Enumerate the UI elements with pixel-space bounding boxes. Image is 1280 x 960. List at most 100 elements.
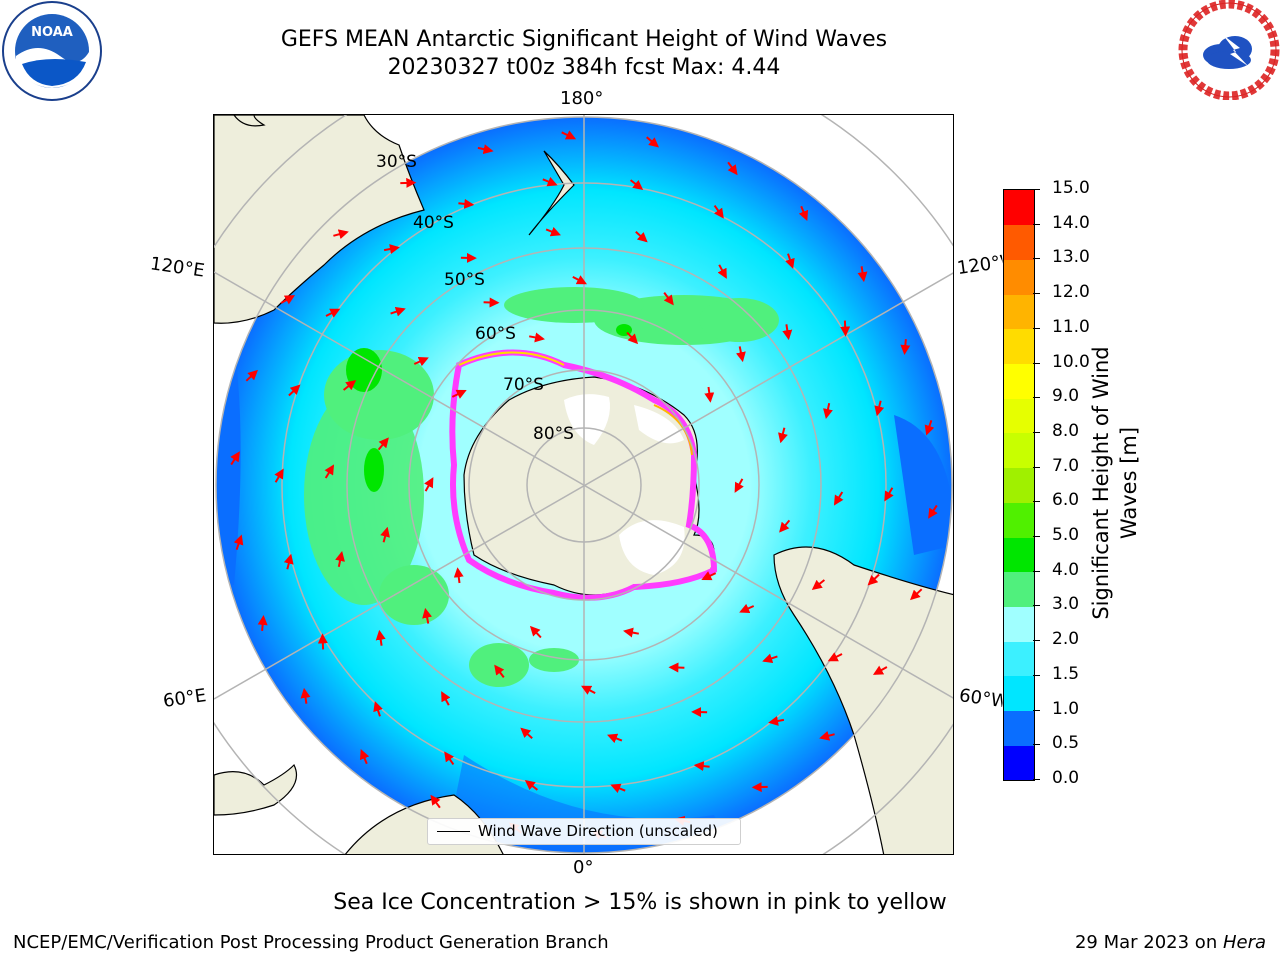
colorbar-tick	[1033, 258, 1040, 260]
wind-wave-arrow	[373, 701, 383, 717]
colorbar-tick	[1033, 327, 1040, 329]
wind-wave-arrow	[713, 205, 724, 219]
wind-wave-arrow	[529, 625, 542, 639]
colorbar-tick-label: 14.0	[1052, 212, 1090, 233]
wind-wave-arrow	[635, 231, 648, 243]
wind-wave-arrow	[280, 295, 296, 305]
map-title: GEFS MEAN Antarctic Significant Height o…	[280, 27, 888, 52]
wind-wave-arrow	[646, 136, 660, 148]
wind-wave-arrow	[785, 253, 795, 269]
wind-wave-arrow	[274, 468, 284, 483]
wind-wave-arrow	[727, 161, 738, 176]
colorbar-tick	[1033, 779, 1040, 780]
colorbar-segment	[1004, 363, 1034, 399]
colorbar-tick	[1033, 431, 1040, 433]
colorbar-tick	[1033, 536, 1040, 538]
wind-wave-arrow	[736, 346, 746, 363]
wind-wave-arrow	[857, 266, 868, 283]
colorbar-tick-label: 12.0	[1052, 282, 1090, 303]
lat-label-70s: 70°S	[503, 375, 544, 395]
colorbar-tick-label: 8.0	[1052, 420, 1080, 441]
colorbar-tick-label: 2.0	[1052, 629, 1080, 650]
wind-wave-arrow	[798, 205, 809, 221]
colorbar-segment	[1004, 294, 1034, 330]
colorbar-tick-label: 13.0	[1052, 247, 1090, 268]
map-subtitle: 20230327 t00z 384h fcst Max: 4.44	[387, 55, 781, 80]
legend-label: Wind Wave Direction (unscaled)	[478, 822, 718, 840]
colorbar-tick	[1033, 744, 1040, 746]
wind-wave-arrow	[884, 487, 894, 502]
lon-label-120w: 120°W	[955, 251, 1005, 280]
wind-wave-arrow	[300, 687, 311, 704]
wind-wave-arrow	[762, 653, 778, 664]
wind-wave-arrow	[529, 332, 545, 343]
colorbar-segment	[1004, 328, 1034, 365]
wind-wave-arrow	[390, 306, 406, 317]
colorbar-tick	[1033, 362, 1040, 364]
wind-wave-arrow	[717, 264, 727, 279]
wind-wave-arrow	[545, 226, 561, 237]
wind-wave-arrow	[477, 144, 494, 155]
wind-wave-arrow	[230, 451, 240, 466]
wind-wave-arrow	[430, 794, 441, 809]
lat-label-80s: 80°S	[533, 424, 574, 444]
national-weather-service-logo-icon	[1178, 0, 1280, 100]
wind-wave-arrow	[623, 627, 639, 638]
wind-wave-arrow	[910, 588, 923, 601]
colorbar-segment	[1004, 502, 1034, 538]
wind-wave-arrow	[288, 384, 301, 397]
wind-wave-arrow	[607, 733, 623, 744]
wind-wave-arrow	[610, 783, 626, 794]
wind-wave-arrow	[494, 664, 505, 679]
wind-wave-arrow	[377, 437, 389, 451]
colorbar-segment	[1004, 537, 1034, 573]
wind-wave-arrow	[245, 369, 258, 382]
wind-wave-arrow	[782, 324, 793, 341]
wind-wave-arrow	[581, 685, 596, 695]
footer-credit: NCEP/EMC/Verification Post Processing Pr…	[13, 932, 609, 953]
colorbar-tick-label: 7.0	[1052, 455, 1080, 476]
colorbar-tick	[1033, 674, 1040, 676]
colorbar-segment	[1004, 710, 1034, 746]
colorbar-tick-label: 10.0	[1052, 351, 1090, 372]
wind-wave-arrow	[324, 464, 335, 479]
colorbar-segment	[1004, 190, 1034, 226]
colorbar-segment	[1004, 606, 1034, 642]
colorbar-tick	[1033, 189, 1040, 190]
colorbar-tick-label: 15.0	[1052, 178, 1090, 198]
lon-label-0: 0°	[573, 857, 594, 878]
colorbar-tick-label: 1.5	[1052, 663, 1080, 684]
colorbar-tick	[1033, 605, 1040, 607]
map-frame	[213, 114, 954, 855]
footer-date: 29 Mar 2023 on Hera	[1075, 932, 1266, 953]
lon-label-120e: 120°E	[148, 253, 206, 282]
noaa-logo-icon: NOAA	[2, 1, 102, 101]
wind-wave-arrow	[693, 761, 710, 772]
wind-wave-arrow	[444, 751, 455, 765]
wind-wave-arrow	[233, 534, 244, 551]
wind-wave-arrow	[840, 320, 851, 337]
wind-wave-arrow	[778, 427, 788, 444]
lon-label-60e: 60°E	[161, 685, 208, 712]
lon-label-180: 180°	[560, 88, 604, 109]
colorbar-segment	[1004, 675, 1034, 712]
colorbar-tick-label: 1.0	[1052, 698, 1080, 719]
colorbar-tick-label: 3.0	[1052, 594, 1080, 615]
colorbar-tick	[1033, 466, 1040, 468]
wind-wave-arrow	[739, 603, 755, 613]
colorbar	[1003, 189, 1035, 781]
wind-wave-arrow	[335, 551, 345, 568]
wind-wave-arrow	[333, 229, 349, 240]
footer-date-text: 29 Mar 2023 on	[1074, 932, 1223, 953]
colorbar-tick	[1033, 223, 1040, 225]
wind-wave-arrow	[380, 526, 390, 543]
map-legend: Wind Wave Direction (unscaled)	[427, 818, 741, 845]
wind-wave-arrow	[734, 478, 744, 493]
colorbar-title-line1: Significant Height of Wind	[1089, 346, 1113, 620]
wind-wave-arrow	[811, 579, 826, 590]
wind-wave-arrow	[257, 615, 268, 631]
wind-wave-arrow	[441, 691, 451, 706]
colorbar-segment	[1004, 259, 1034, 295]
colorbar-segment	[1004, 745, 1034, 781]
wind-wave-arrow	[827, 652, 843, 662]
